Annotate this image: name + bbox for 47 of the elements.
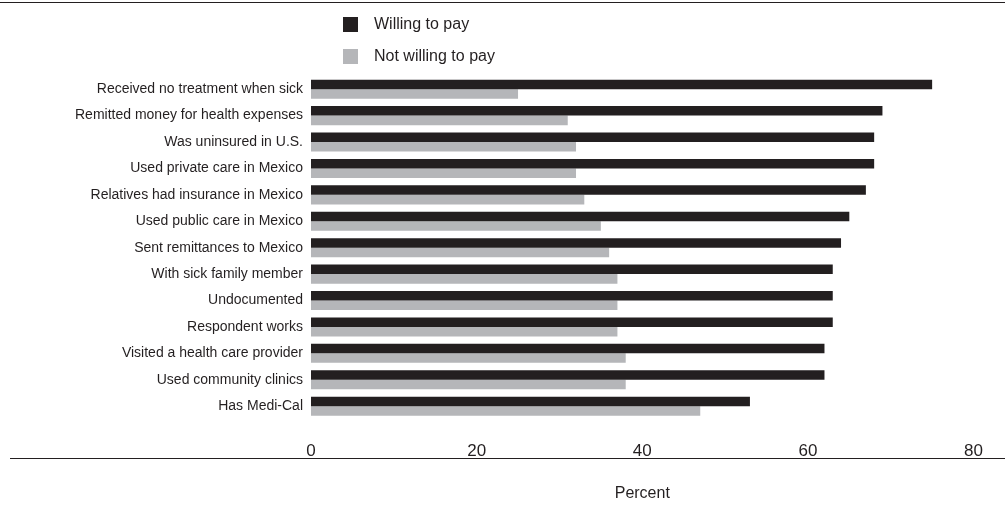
bar [311,115,568,126]
bar [311,79,933,90]
x-axis-title: Percent [614,483,671,501]
y-tick-label: Remitted money for health expenses [74,106,303,123]
bar [311,396,750,407]
bar [311,247,610,258]
bar [311,158,875,169]
bar [311,238,842,248]
bar [311,353,626,363]
bar [311,194,585,205]
y-tick-label: Respondent works [187,317,303,334]
bar [311,106,883,116]
bar [311,326,618,337]
y-tick-label: Used public care in Mexico [135,212,304,229]
x-tick-label: 40 [632,441,652,461]
bar [311,317,833,327]
x-tick-label: 80 [964,441,984,461]
y-tick-label: Visited a health care provider [121,344,304,361]
x-tick-label: 60 [798,441,818,461]
legend-label: Not willing to pay [374,47,495,65]
x-tick-label: 20 [467,441,487,461]
y-tick-label: Used private care in Mexico [130,159,304,176]
y-tick-label: Sent remittances to Mexico [134,238,304,255]
bar [311,211,850,222]
bar [311,274,618,284]
bar [311,132,875,143]
bar [311,300,618,311]
y-tick-label: Relatives had insurance in Mexico [90,185,304,202]
y-tick-label: Used community clinics [156,370,303,387]
y-tick-label: Has Medi-Cal [218,397,303,414]
bar [311,185,866,195]
bar [311,379,626,390]
bar [311,264,833,275]
y-tick-label: Undocumented [208,291,303,308]
y-tick-label: Was uninsured in U.S. [164,132,303,149]
legend-label: Willing to pay [374,15,470,33]
bar [311,168,577,178]
bar [311,89,519,99]
bar [311,370,825,380]
x-tick-label: 0 [306,441,316,461]
bar [311,406,701,416]
y-tick-label: With sick family member [151,264,304,281]
bar [311,142,577,152]
bar [311,343,825,354]
bar [311,221,601,231]
bar [311,291,833,301]
y-tick-label: Received no treatment when sick [96,80,304,97]
